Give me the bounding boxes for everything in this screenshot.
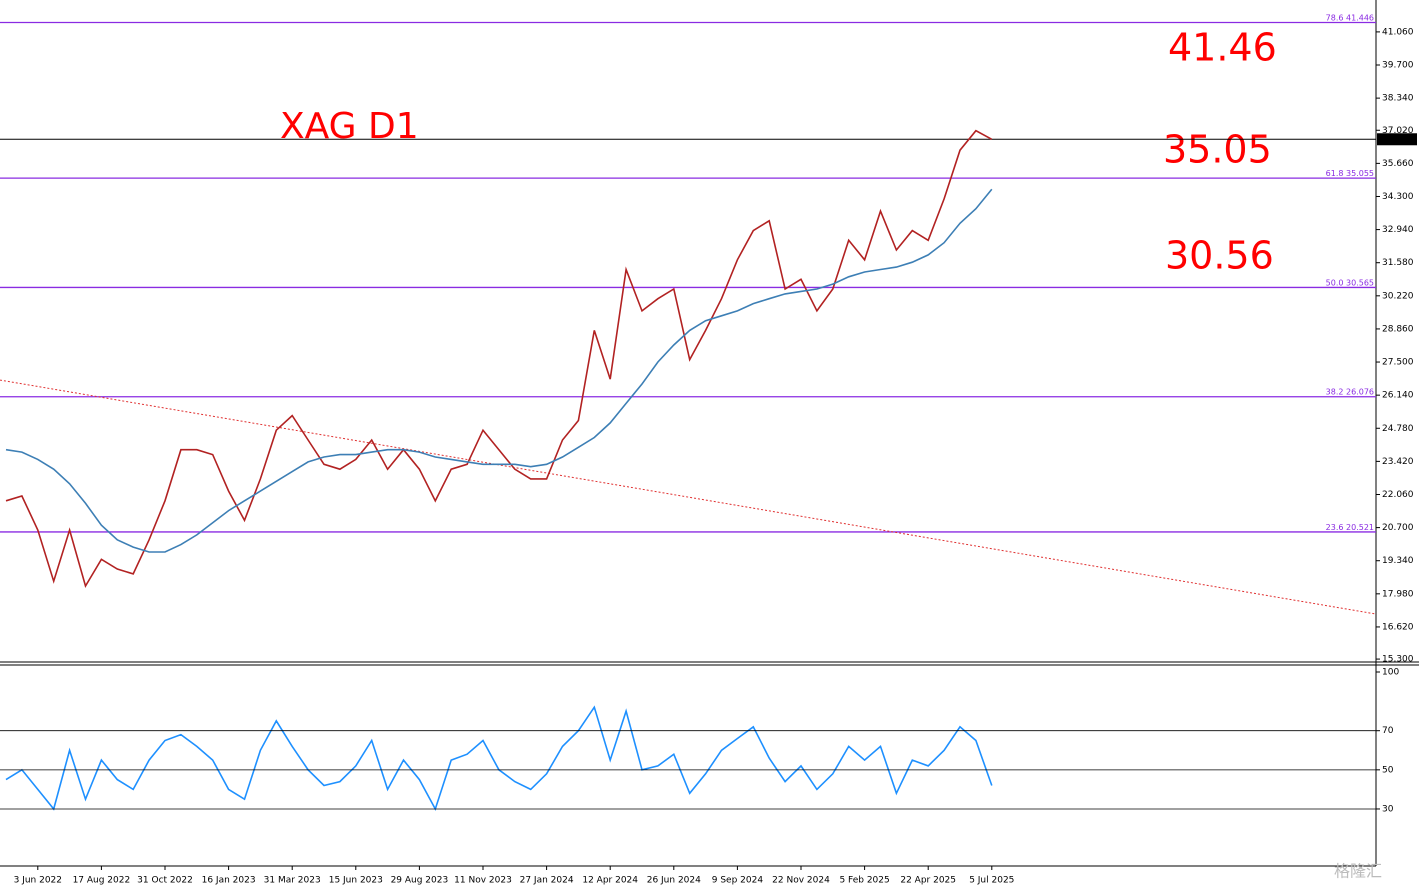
trend-line <box>0 379 1377 615</box>
fib-label: 78.6 41.446 <box>1326 13 1374 22</box>
y-tick-label: 24.780 <box>1382 424 1414 434</box>
fib-ratio: 50.0 <box>1326 278 1344 287</box>
series-line <box>5 129 993 589</box>
y-tick-label: 37.020 <box>1382 126 1414 136</box>
watermark: 格隆汇 <box>1334 862 1382 881</box>
annotation: 35.05 <box>1163 128 1272 172</box>
y-tick-label: 38.340 <box>1382 94 1414 104</box>
y-tick-label: 22.060 <box>1382 490 1414 500</box>
x-tick-label: 3 Jun 2022 <box>14 876 62 886</box>
y-tick-label: 15.300 <box>1382 655 1414 665</box>
y-tick-label: 31.580 <box>1382 258 1414 268</box>
y-tick-label: 41.060 <box>1382 27 1414 37</box>
y-tick-label: 20.700 <box>1382 523 1414 533</box>
x-tick-label: 16 Jan 2023 <box>202 876 256 886</box>
y-tick-label: 100 <box>1382 668 1399 678</box>
last-price-label: 36.650 <box>1380 135 1415 145</box>
y-tick-label: 30 <box>1382 804 1394 814</box>
fib-ratio: 78.6 <box>1326 13 1344 22</box>
fib-value: 41.446 <box>1346 13 1374 22</box>
chart-title: XAG D1 <box>280 106 419 147</box>
annotation: 41.46 <box>1168 26 1277 70</box>
x-tick-label: 17 Aug 2022 <box>73 876 131 886</box>
x-tick-label: 5 Feb 2025 <box>839 876 889 886</box>
y-tick-label: 35.660 <box>1382 159 1414 169</box>
fib-value: 35.055 <box>1346 169 1374 178</box>
x-tick-label: 15 Jun 2023 <box>329 876 383 886</box>
y-tick-label: 32.940 <box>1382 225 1414 235</box>
y-tick-label: 50 <box>1382 765 1394 775</box>
x-tick-label: 29 Aug 2023 <box>391 876 449 886</box>
fib-ratio: 61.8 <box>1326 169 1344 178</box>
x-tick-label: 5 Jul 2025 <box>969 876 1014 886</box>
fib-value: 26.076 <box>1346 387 1374 396</box>
x-tick-label: 9 Sep 2024 <box>712 876 764 886</box>
y-tick-label: 23.420 <box>1382 457 1414 467</box>
y-tick-label: 34.300 <box>1382 192 1414 202</box>
fib-label: 38.2 26.076 <box>1326 387 1374 396</box>
x-tick-label: 27 Jan 2024 <box>520 876 574 886</box>
y-tick-label: 39.700 <box>1382 61 1414 71</box>
x-tick-label: 31 Oct 2022 <box>137 876 193 886</box>
y-tick-label: 17.980 <box>1382 589 1414 599</box>
x-tick-label: 26 Jun 2024 <box>647 876 701 886</box>
y-tick-label: 19.340 <box>1382 556 1414 566</box>
series-line <box>5 188 993 553</box>
last-price-box <box>1377 133 1417 146</box>
fib-label: 23.6 20.521 <box>1326 522 1374 531</box>
y-tick-label: 27.500 <box>1382 358 1414 368</box>
x-tick-label: 31 Mar 2023 <box>264 876 321 886</box>
x-tick-label: 12 Apr 2024 <box>582 876 638 886</box>
x-tick-label: 22 Nov 2024 <box>772 876 830 886</box>
y-tick-label: 28.860 <box>1382 324 1414 334</box>
x-tick-label: 22 Apr 2025 <box>900 876 956 886</box>
fib-ratio: 23.6 <box>1326 522 1344 531</box>
y-tick-label: 26.140 <box>1382 391 1414 401</box>
fib-label: 50.0 30.565 <box>1326 278 1374 287</box>
y-tick-label: 16.620 <box>1382 622 1414 632</box>
fib-value: 30.565 <box>1346 278 1374 287</box>
fib-label: 61.8 35.055 <box>1326 169 1374 178</box>
annotation: 30.56 <box>1165 234 1274 278</box>
fib-value: 20.521 <box>1346 522 1374 531</box>
y-tick-label: 30.220 <box>1382 291 1414 301</box>
fib-ratio: 38.2 <box>1326 387 1344 396</box>
y-tick-label: 70 <box>1382 726 1394 736</box>
x-tick-label: 11 Nov 2023 <box>454 876 512 886</box>
